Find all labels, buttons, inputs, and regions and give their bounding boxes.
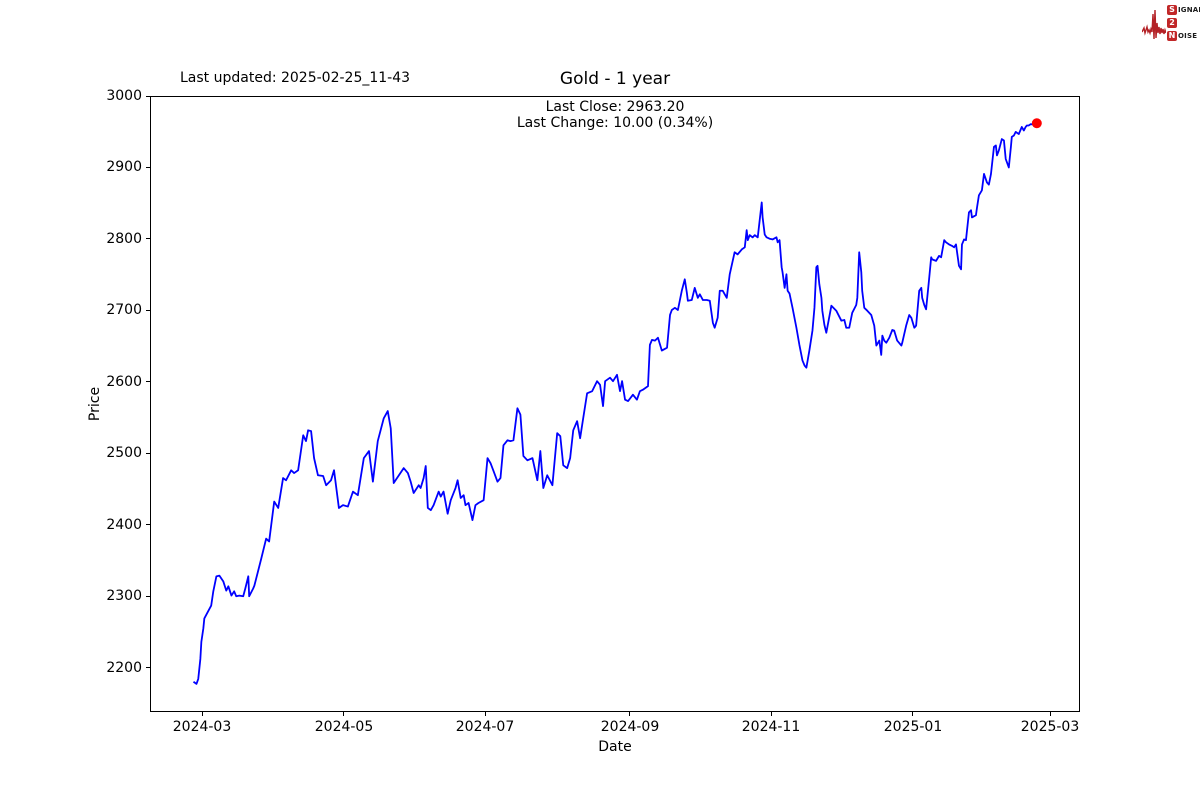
x-tick-label: 2024-03 bbox=[172, 719, 232, 735]
logo-text-ignal: IGNAL bbox=[1178, 5, 1200, 14]
waveform-icon bbox=[1142, 9, 1166, 40]
price-line bbox=[192, 122, 1038, 685]
y-tick-label: 2400 bbox=[106, 517, 142, 533]
logo-row-signal: SIGNAL bbox=[1167, 4, 1200, 15]
logo-badge-n: N bbox=[1167, 30, 1177, 41]
price-line-chart bbox=[192, 118, 1042, 685]
y-tick-mark bbox=[146, 453, 150, 454]
y-tick-mark bbox=[146, 238, 150, 239]
x-tick-label: 2024-09 bbox=[600, 719, 660, 735]
x-tick-label: 2025-03 bbox=[1020, 719, 1080, 735]
y-tick-label: 2300 bbox=[106, 588, 142, 604]
y-tick-label: 2200 bbox=[106, 660, 142, 676]
x-tick-mark bbox=[202, 712, 203, 716]
logo-row-2: 2 bbox=[1167, 17, 1200, 28]
x-tick-mark bbox=[485, 712, 486, 716]
x-axis-label: Date bbox=[598, 739, 632, 755]
y-tick-mark bbox=[146, 381, 150, 382]
y-tick-label: 2800 bbox=[106, 231, 142, 247]
x-tick-label: 2024-05 bbox=[314, 719, 374, 735]
logo-row-noise: N OISE bbox=[1167, 30, 1200, 41]
x-tick-mark bbox=[1050, 712, 1051, 716]
x-tick-mark bbox=[629, 712, 630, 716]
y-tick-label: 2700 bbox=[106, 302, 142, 318]
plot-area bbox=[150, 96, 1080, 712]
x-tick-label: 2025-01 bbox=[883, 719, 943, 735]
last-close-annotation: Last Close: 2963.20 bbox=[545, 99, 685, 115]
y-tick-mark bbox=[146, 524, 150, 525]
y-tick-label: 3000 bbox=[106, 88, 142, 104]
y-tick-mark bbox=[146, 596, 150, 597]
x-tick-mark bbox=[912, 712, 913, 716]
logo-text-oise: OISE bbox=[1178, 31, 1198, 40]
x-tick-mark bbox=[343, 712, 344, 716]
y-tick-label: 2600 bbox=[106, 374, 142, 390]
x-tick-label: 2024-11 bbox=[741, 719, 801, 735]
y-tick-label: 2900 bbox=[106, 159, 142, 175]
last-updated-text: Last updated: 2025-02-25_11-43 bbox=[180, 70, 411, 86]
y-axis-label: Price bbox=[87, 386, 103, 422]
y-tick-mark bbox=[146, 167, 150, 168]
y-tick-label: 2500 bbox=[106, 445, 142, 461]
chart-title: Gold - 1 year bbox=[559, 69, 671, 89]
last-change-annotation: Last Change: 10.00 (0.34%) bbox=[516, 115, 714, 131]
x-tick-label: 2024-07 bbox=[455, 719, 515, 735]
y-tick-mark bbox=[146, 310, 150, 311]
y-tick-mark bbox=[146, 667, 150, 668]
y-tick-mark bbox=[146, 96, 150, 97]
logo-badge-s: S bbox=[1167, 4, 1177, 15]
x-tick-mark bbox=[771, 712, 772, 716]
logo-badge-2: 2 bbox=[1167, 17, 1177, 28]
last-price-marker bbox=[1031, 118, 1042, 129]
